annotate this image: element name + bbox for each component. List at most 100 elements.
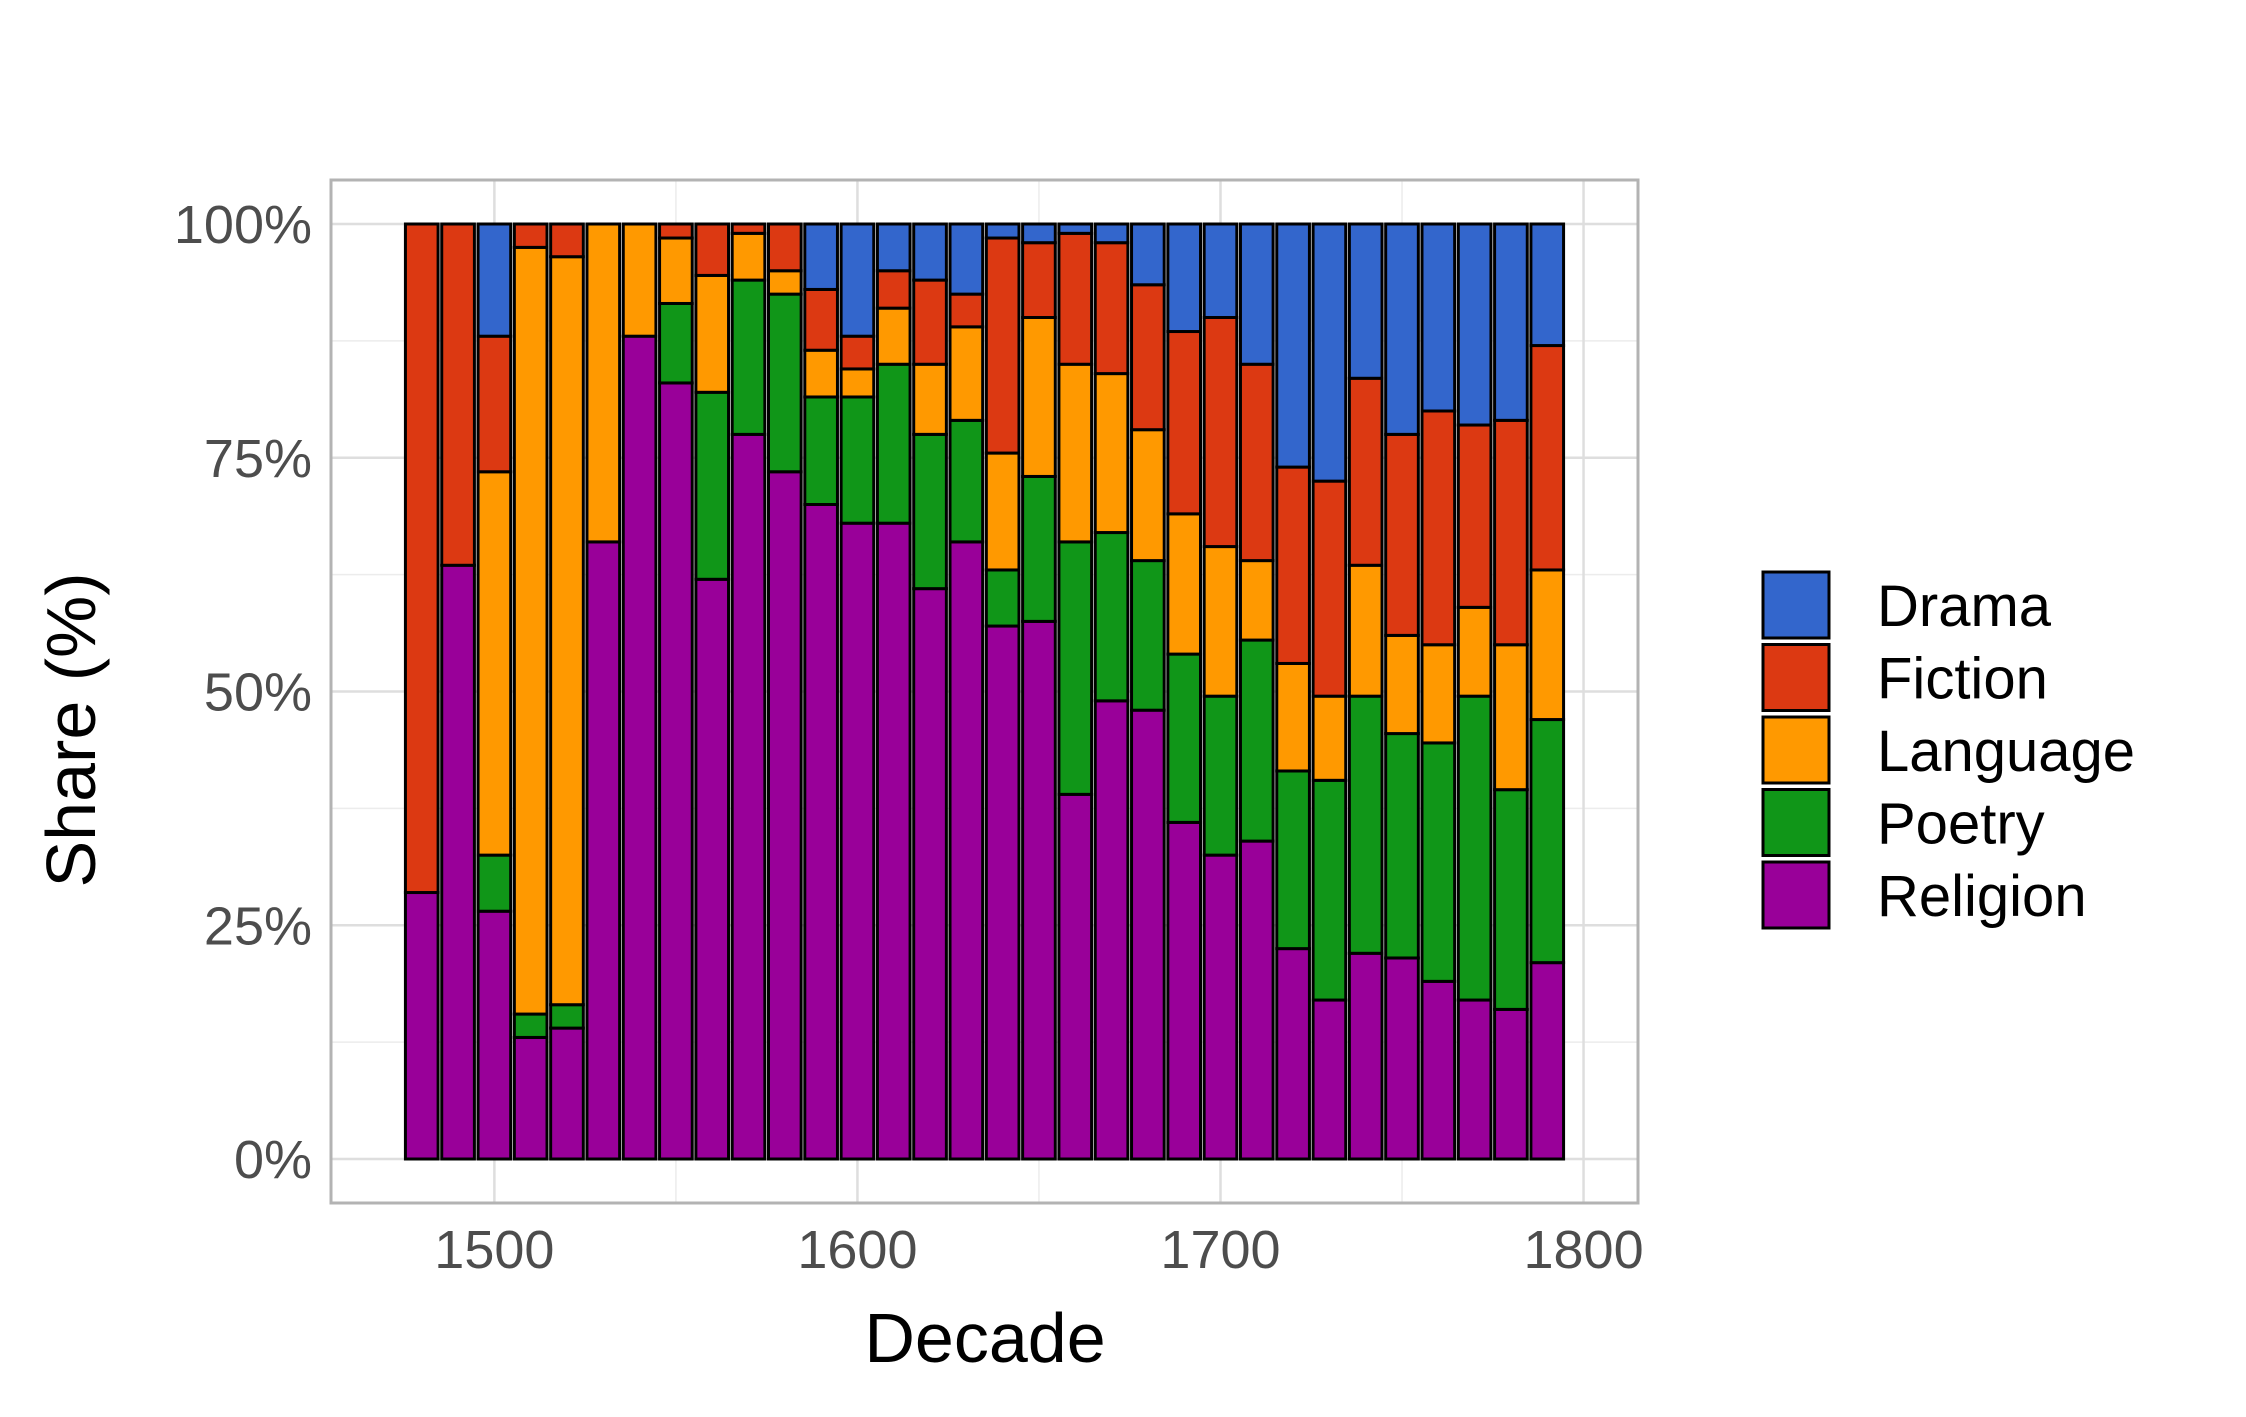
bar-segment-religion-1560	[694, 577, 731, 1161]
bar-segment-language-1530	[585, 222, 622, 544]
bar-segment-religion-1580	[766, 470, 803, 1161]
bar-segment-drama-1630	[948, 222, 985, 296]
bar-segment-religion-1480	[403, 891, 440, 1161]
bar-segment-religion-1750	[1384, 956, 1420, 1161]
bar-segment-poetry-1520	[549, 1003, 585, 1030]
bar-segment-drama-1750	[1384, 222, 1420, 436]
bar-segment-religion-1490	[440, 563, 476, 1161]
bar-segment-language-1720	[1275, 661, 1311, 773]
bar-segment-fiction-1550	[658, 222, 694, 240]
bar-segment-drama-1670	[1093, 222, 1130, 245]
bar-segment-poetry-1500	[476, 853, 513, 913]
bar-segment-poetry-1590	[803, 395, 839, 507]
legend-label-poetry: Poetry	[1877, 792, 2045, 857]
bar-segment-fiction-1640	[984, 236, 1021, 455]
bar-segment-poetry-1640	[984, 568, 1021, 628]
bar-segment-poetry-1750	[1384, 732, 1420, 960]
bar-segment-drama-1690	[1166, 222, 1203, 334]
legend-key-religion	[1761, 860, 1831, 930]
bar-segment-drama-1780	[1493, 222, 1529, 422]
bar-segment-fiction-1780	[1493, 418, 1529, 647]
bar-segment-religion-1620	[912, 587, 948, 1161]
bars	[403, 222, 1566, 1161]
bar-segment-drama-1720	[1275, 222, 1311, 469]
bar-segment-language-1680	[1130, 428, 1166, 563]
bar-segment-language-1640	[984, 451, 1021, 572]
bar-segment-language-1730	[1311, 694, 1348, 782]
bar-segment-religion-1730	[1311, 998, 1348, 1161]
bar-segment-language-1610	[875, 306, 912, 366]
bar-segment-drama-1660	[1057, 222, 1094, 235]
x-tick-label: 1600	[797, 1220, 917, 1280]
bar-segment-religion-1690	[1166, 820, 1203, 1161]
legend-label-language: Language	[1877, 719, 2135, 784]
bar-segment-poetry-1700	[1202, 694, 1239, 857]
bar-segment-language-1570	[730, 231, 767, 282]
x-tick-label: 1700	[1160, 1220, 1280, 1280]
bar-segment-fiction-1580	[766, 222, 803, 273]
bar-segment-fiction-1770	[1456, 423, 1493, 609]
legend-key-fiction	[1761, 643, 1831, 712]
bar-segment-fiction-1590	[803, 287, 839, 352]
bar-segment-poetry-1600	[839, 395, 876, 525]
bar-segment-religion-1760	[1420, 979, 1457, 1161]
legend-key-drama	[1761, 570, 1831, 640]
bar-segment-fiction-1610	[875, 269, 912, 310]
bar-segment-poetry-1680	[1130, 559, 1166, 712]
bar-segment-fiction-1720	[1275, 465, 1311, 665]
bar-segment-poetry-1510	[512, 1012, 549, 1039]
bar-segment-language-1710	[1238, 559, 1275, 642]
legend-label-drama: Drama	[1877, 574, 2052, 639]
x-tick-label: 1800	[1523, 1220, 1643, 1280]
bar-segment-language-1670	[1093, 372, 1130, 535]
y-tick-label: 0%	[234, 1130, 312, 1190]
bar-segment-drama-1760	[1420, 222, 1457, 413]
bar-segment-language-1510	[512, 245, 549, 1016]
bar-segment-fiction-1690	[1166, 330, 1203, 516]
bar-segment-language-1690	[1166, 512, 1203, 656]
bar-segment-poetry-1720	[1275, 769, 1311, 951]
bar-segment-drama-1650	[1021, 222, 1057, 245]
bar-segment-religion-1590	[803, 503, 839, 1161]
bar-segment-fiction-1510	[512, 222, 549, 249]
y-tick-label: 50%	[204, 663, 312, 723]
bar-segment-religion-1640	[984, 624, 1021, 1161]
bar-segment-fiction-1760	[1420, 409, 1457, 647]
x-tick-labels: 1500 1600 1700 1800	[434, 1220, 1643, 1280]
legend-label-fiction: Fiction	[1877, 647, 2048, 712]
bar-segment-language-1550	[658, 236, 694, 305]
bar-segment-language-1780	[1493, 643, 1529, 792]
bar-segment-religion-1530	[585, 540, 622, 1161]
bar-segment-religion-1500	[476, 909, 513, 1161]
bar-segment-fiction-1650	[1021, 241, 1057, 319]
bar-segment-religion-1540	[621, 334, 658, 1161]
bar-segment-drama-1640	[984, 222, 1021, 240]
bar-segment-drama-1680	[1130, 222, 1166, 287]
bar-segment-religion-1710	[1238, 839, 1275, 1161]
legend-label-religion: Religion	[1877, 864, 2087, 929]
bar-segment-language-1660	[1057, 362, 1094, 544]
bar-segment-fiction-1710	[1238, 362, 1275, 563]
bar-segment-poetry-1780	[1493, 788, 1529, 1011]
bar-segment-language-1750	[1384, 633, 1420, 736]
bar-segment-fiction-1520	[549, 222, 585, 259]
bar-segment-poetry-1610	[875, 362, 912, 525]
bar-segment-religion-1520	[549, 1026, 585, 1161]
bar-segment-fiction-1680	[1130, 283, 1166, 432]
bar-segment-drama-1770	[1456, 222, 1493, 427]
legend-key-language	[1761, 715, 1831, 785]
bar-segment-religion-1670	[1093, 699, 1130, 1161]
bar-segment-drama-1740	[1347, 222, 1384, 380]
bar-segment-drama-1620	[912, 222, 948, 282]
bar-segment-fiction-1560	[694, 222, 731, 277]
bar-segment-religion-1700	[1202, 853, 1239, 1161]
bar-segment-religion-1790	[1529, 961, 1566, 1161]
legend-key-poetry	[1761, 788, 1831, 857]
bar-segment-drama-1600	[839, 222, 876, 338]
x-tick-label: 1500	[434, 1220, 554, 1280]
bar-segment-religion-1550	[658, 381, 694, 1161]
bar-segment-poetry-1710	[1238, 638, 1275, 843]
bar-segment-language-1500	[476, 470, 513, 857]
